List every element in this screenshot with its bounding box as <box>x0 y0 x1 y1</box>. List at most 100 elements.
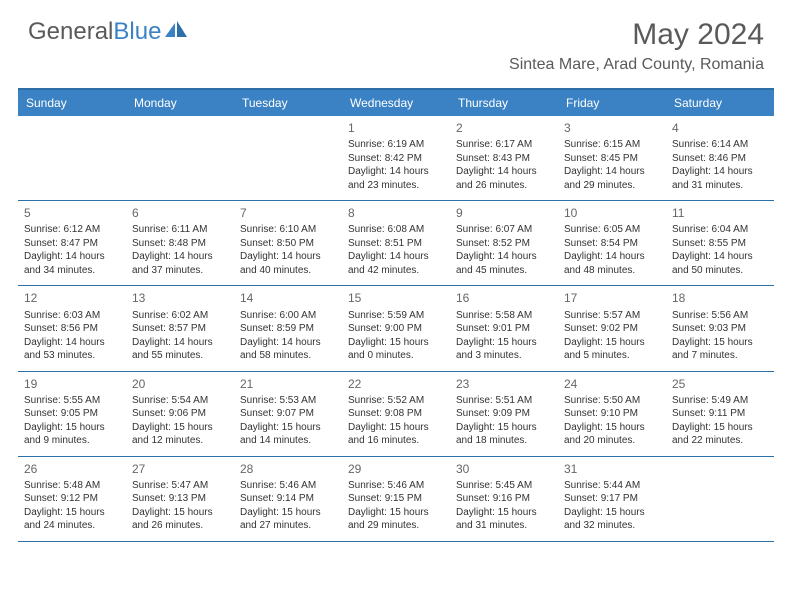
day-number: 19 <box>24 376 120 392</box>
brand-sail-icon <box>163 18 189 46</box>
day-info: Sunrise: 5:56 AMSunset: 9:03 PMDaylight:… <box>672 309 768 363</box>
day-cell: 7 Sunrise: 6:10 AMSunset: 8:50 PMDaylight… <box>234 201 342 285</box>
day-number: 22 <box>348 376 444 392</box>
day-cell: 21 Sunrise: 5:53 AMSunset: 9:07 PMDayligh… <box>234 372 342 456</box>
day-info: Sunrise: 6:07 AMSunset: 8:52 PMDaylight:… <box>456 223 552 277</box>
day-cell: 1 Sunrise: 6:19 AMSunset: 8:42 PMDaylight… <box>342 116 450 200</box>
day-number: 18 <box>672 290 768 306</box>
day-cell: 26Sunrise: 5:48 AMSunset: 9:12 PMDayligh… <box>18 457 126 541</box>
month-title: May 2024 <box>509 18 764 52</box>
day-cell: 17 Sunrise: 5:57 AMSunset: 9:02 PMDayligh… <box>558 286 666 370</box>
day-info: Sunrise: 5:53 AMSunset: 9:07 PMDaylight:… <box>240 394 336 448</box>
day-number: 28 <box>240 461 336 477</box>
day-info: Sunrise: 6:14 AMSunset: 8:46 PMDaylight:… <box>672 138 768 192</box>
day-cell <box>666 457 774 541</box>
day-cell: 16 Sunrise: 5:58 AMSunset: 9:01 PMDayligh… <box>450 286 558 370</box>
day-header-sunday: Sunday <box>18 90 126 116</box>
day-number: 4 <box>672 120 768 136</box>
day-number: 21 <box>240 376 336 392</box>
day-info: Sunrise: 6:19 AMSunset: 8:42 PMDaylight:… <box>348 138 444 192</box>
calendar-grid: SundayMondayTuesdayWednesdayThursdayFrid… <box>18 88 774 542</box>
day-number: 7 <box>240 205 336 221</box>
day-info: Sunrise: 5:47 AMSunset: 9:13 PMDaylight:… <box>132 479 228 533</box>
day-header-monday: Monday <box>126 90 234 116</box>
day-cell: 11Sunrise: 6:04 AMSunset: 8:55 PMDayligh… <box>666 201 774 285</box>
day-number: 9 <box>456 205 552 221</box>
day-cell: 24 Sunrise: 5:50 AMSunset: 9:10 PMDayligh… <box>558 372 666 456</box>
day-header-saturday: Saturday <box>666 90 774 116</box>
day-number: 20 <box>132 376 228 392</box>
day-number: 1 <box>348 120 444 136</box>
day-info: Sunrise: 5:58 AMSunset: 9:01 PMDaylight:… <box>456 309 552 363</box>
day-cell <box>18 116 126 200</box>
location-text: Sintea Mare, Arad County, Romania <box>509 56 764 74</box>
day-number: 15 <box>348 290 444 306</box>
day-number: 3 <box>564 120 660 136</box>
day-info: Sunrise: 5:54 AMSunset: 9:06 PMDaylight:… <box>132 394 228 448</box>
day-number: 25 <box>672 376 768 392</box>
day-info: Sunrise: 5:57 AMSunset: 9:02 PMDaylight:… <box>564 309 660 363</box>
day-number: 12 <box>24 290 120 306</box>
day-info: Sunrise: 5:44 AMSunset: 9:17 PMDaylight:… <box>564 479 660 533</box>
day-cell: 22 Sunrise: 5:52 AMSunset: 9:08 PMDayligh… <box>342 372 450 456</box>
week-row: 19 Sunrise: 5:55 AMSunset: 9:05 PMDayligh… <box>18 372 774 457</box>
day-cell <box>234 116 342 200</box>
day-header-thursday: Thursday <box>450 90 558 116</box>
day-info: Sunrise: 5:45 AMSunset: 9:16 PMDaylight:… <box>456 479 552 533</box>
day-info: Sunrise: 6:15 AMSunset: 8:45 PMDaylight:… <box>564 138 660 192</box>
day-cell: 18 Sunrise: 5:56 AMSunset: 9:03 PMDayligh… <box>666 286 774 370</box>
day-number: 27 <box>132 461 228 477</box>
day-info: Sunrise: 6:05 AMSunset: 8:54 PMDaylight:… <box>564 223 660 277</box>
day-cell: 13 Sunrise: 6:02 AMSunset: 8:57 PMDayligh… <box>126 286 234 370</box>
day-cell: 2Sunrise: 6:17 AMSunset: 8:43 PMDaylight… <box>450 116 558 200</box>
day-number: 6 <box>132 205 228 221</box>
day-number: 30 <box>456 461 552 477</box>
day-header-tuesday: Tuesday <box>234 90 342 116</box>
day-cell: 12Sunrise: 6:03 AMSunset: 8:56 PMDayligh… <box>18 286 126 370</box>
day-number: 13 <box>132 290 228 306</box>
day-cell: 20 Sunrise: 5:54 AMSunset: 9:06 PMDayligh… <box>126 372 234 456</box>
day-number: 29 <box>348 461 444 477</box>
day-info: Sunrise: 5:52 AMSunset: 9:08 PMDaylight:… <box>348 394 444 448</box>
day-info: Sunrise: 6:02 AMSunset: 8:57 PMDaylight:… <box>132 309 228 363</box>
day-cell: 6 Sunrise: 6:11 AMSunset: 8:48 PMDaylight… <box>126 201 234 285</box>
day-header-row: SundayMondayTuesdayWednesdayThursdayFrid… <box>18 90 774 116</box>
day-cell: 28Sunrise: 5:46 AMSunset: 9:14 PMDayligh… <box>234 457 342 541</box>
day-cell: 23 Sunrise: 5:51 AMSunset: 9:09 PMDayligh… <box>450 372 558 456</box>
day-number: 17 <box>564 290 660 306</box>
day-info: Sunrise: 6:11 AMSunset: 8:48 PMDaylight:… <box>132 223 228 277</box>
day-number: 2 <box>456 120 552 136</box>
brand-part1: General <box>28 18 113 46</box>
day-info: Sunrise: 5:46 AMSunset: 9:15 PMDaylight:… <box>348 479 444 533</box>
day-number: 5 <box>24 205 120 221</box>
day-info: Sunrise: 5:51 AMSunset: 9:09 PMDaylight:… <box>456 394 552 448</box>
weeks-container: 1 Sunrise: 6:19 AMSunset: 8:42 PMDaylight… <box>18 116 774 542</box>
day-cell <box>126 116 234 200</box>
week-row: 12Sunrise: 6:03 AMSunset: 8:56 PMDayligh… <box>18 286 774 371</box>
week-row: 5Sunrise: 6:12 AMSunset: 8:47 PMDaylight… <box>18 201 774 286</box>
day-info: Sunrise: 6:04 AMSunset: 8:55 PMDaylight:… <box>672 223 768 277</box>
brand-part2: Blue <box>113 18 161 46</box>
day-cell: 10 Sunrise: 6:05 AMSunset: 8:54 PMDayligh… <box>558 201 666 285</box>
day-number: 16 <box>456 290 552 306</box>
day-info: Sunrise: 5:55 AMSunset: 9:05 PMDaylight:… <box>24 394 120 448</box>
day-cell: 27 Sunrise: 5:47 AMSunset: 9:13 PMDayligh… <box>126 457 234 541</box>
week-row: 26Sunrise: 5:48 AMSunset: 9:12 PMDayligh… <box>18 457 774 542</box>
day-number: 23 <box>456 376 552 392</box>
day-info: Sunrise: 6:10 AMSunset: 8:50 PMDaylight:… <box>240 223 336 277</box>
day-cell: 14Sunrise: 6:00 AMSunset: 8:59 PMDayligh… <box>234 286 342 370</box>
day-cell: 4 Sunrise: 6:14 AMSunset: 8:46 PMDaylight… <box>666 116 774 200</box>
day-number: 31 <box>564 461 660 477</box>
day-cell: 9 Sunrise: 6:07 AMSunset: 8:52 PMDaylight… <box>450 201 558 285</box>
day-number: 14 <box>240 290 336 306</box>
day-header-wednesday: Wednesday <box>342 90 450 116</box>
day-info: Sunrise: 5:59 AMSunset: 9:00 PMDaylight:… <box>348 309 444 363</box>
day-cell: 19 Sunrise: 5:55 AMSunset: 9:05 PMDayligh… <box>18 372 126 456</box>
day-cell: 30 Sunrise: 5:45 AMSunset: 9:16 PMDayligh… <box>450 457 558 541</box>
day-number: 10 <box>564 205 660 221</box>
brand-logo: GeneralBlue <box>28 18 189 46</box>
day-header-friday: Friday <box>558 90 666 116</box>
week-row: 1 Sunrise: 6:19 AMSunset: 8:42 PMDaylight… <box>18 116 774 201</box>
day-info: Sunrise: 5:50 AMSunset: 9:10 PMDaylight:… <box>564 394 660 448</box>
day-number: 24 <box>564 376 660 392</box>
